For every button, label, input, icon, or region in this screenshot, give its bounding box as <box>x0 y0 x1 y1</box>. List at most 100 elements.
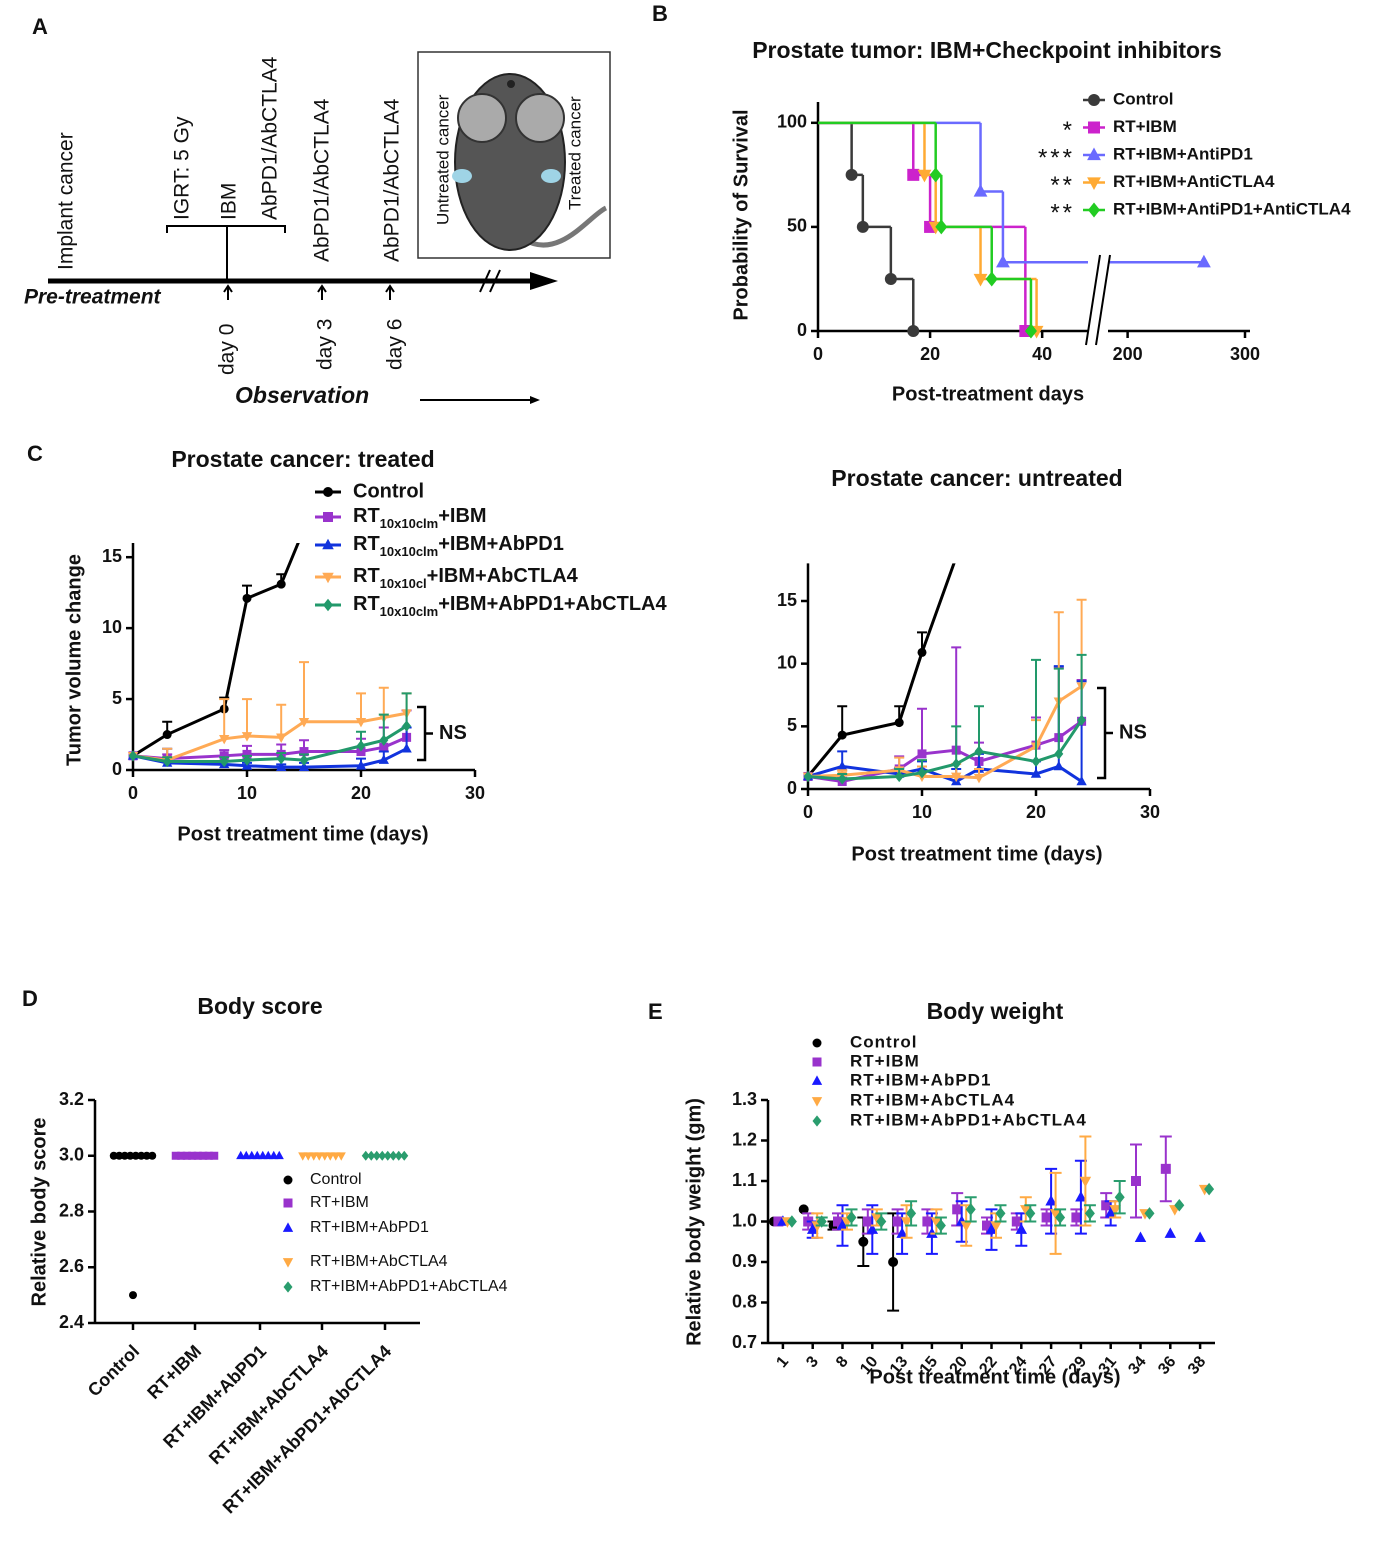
series-line <box>806 563 956 778</box>
legend-marker <box>283 1175 293 1185</box>
marker <box>372 1150 381 1161</box>
significance: * <box>1063 117 1075 144</box>
marker <box>378 754 389 764</box>
significance: ** <box>1050 172 1075 199</box>
legend-marker <box>812 1115 822 1127</box>
marker <box>276 733 287 743</box>
y-tick-label: 50 <box>787 216 807 236</box>
marker <box>1071 1212 1082 1223</box>
marker <box>171 1151 180 1160</box>
marker <box>299 754 309 766</box>
marker <box>896 1227 908 1238</box>
marker <box>894 770 904 783</box>
marker <box>1076 775 1087 786</box>
marker <box>974 745 984 758</box>
marker <box>128 750 138 762</box>
y-tick-label: 1.0 <box>732 1210 757 1230</box>
marker <box>876 1215 887 1228</box>
marker <box>219 751 229 761</box>
marker <box>1144 1207 1155 1220</box>
marker <box>960 1221 972 1232</box>
marker <box>973 273 988 287</box>
x-tick-label: 0 <box>813 344 823 364</box>
marker <box>888 1257 899 1267</box>
significance-label: NS <box>439 722 467 744</box>
marker <box>276 761 287 771</box>
marker <box>1025 1207 1036 1220</box>
legend-label: RT+IBM+AbPD1 <box>850 1070 991 1089</box>
legend-marker <box>323 512 333 522</box>
y-tick-label: 0.8 <box>732 1291 757 1311</box>
x-tick-label: 0 <box>128 783 138 803</box>
legend-label-part: +IBM+AbPD1+AbCTLA4 <box>438 593 667 615</box>
marker <box>276 579 286 589</box>
mouse-ear <box>515 93 565 143</box>
x-axis-label: Post treatment time (days) <box>177 823 428 845</box>
marker <box>1030 768 1042 778</box>
event-label: IBM <box>218 183 241 220</box>
y-tick-label: 1.2 <box>732 1129 757 1149</box>
marker <box>162 730 172 740</box>
y-tick-label: 3.0 <box>59 1145 84 1165</box>
legend-label-part: 10x10cl <box>380 576 427 591</box>
legend-marker <box>283 1198 293 1208</box>
marker <box>862 1216 873 1227</box>
marker <box>803 770 813 783</box>
y-tick-label: 10 <box>102 617 122 637</box>
marker <box>1015 1223 1028 1234</box>
mouse-label: Treated cancer <box>565 96 584 210</box>
marker <box>219 734 230 745</box>
marker <box>965 1203 976 1216</box>
significance: ** <box>1050 199 1075 226</box>
phase-label: Pre-treatment <box>24 286 162 309</box>
marker <box>274 1150 284 1160</box>
legend-label: Control <box>310 1171 362 1188</box>
marker <box>1160 1163 1171 1174</box>
marker <box>1084 1207 1095 1220</box>
legend-label: RT10x10clm+IBM+AbPD1+AbCTLA4 <box>353 593 667 619</box>
marker <box>995 1207 1006 1220</box>
legend-label: Control <box>353 480 424 502</box>
y-tick-label: 15 <box>102 546 122 566</box>
marker <box>219 755 229 768</box>
marker <box>973 184 988 197</box>
chart-title: Body weight <box>927 998 1064 1024</box>
x-tick-label: 10 <box>912 802 932 822</box>
marker <box>356 740 366 752</box>
marker <box>846 1211 857 1224</box>
x-tick-label: 3 <box>803 1353 822 1371</box>
marker <box>1104 1207 1117 1218</box>
legend-marker <box>812 1038 822 1048</box>
y-tick-label: 1.1 <box>732 1170 757 1190</box>
error-bar <box>974 705 984 752</box>
marker <box>1045 1195 1057 1206</box>
marker <box>929 167 942 183</box>
event-label: AbPD1/AbCTLA4 <box>259 56 282 220</box>
axis-break-gap <box>1088 250 1108 345</box>
panel-label: B <box>652 1 668 26</box>
marker <box>300 524 309 533</box>
event-label: Implant cancer <box>55 132 78 270</box>
legend-label-part: +IBM+AbCTLA4 <box>427 565 579 587</box>
y-tick-label: 1.3 <box>732 1089 757 1109</box>
marker <box>866 1223 879 1234</box>
marker <box>389 1150 398 1161</box>
legend-label: RT10x10clm+IBM+AbPD1 <box>353 533 564 559</box>
marker <box>837 730 847 740</box>
error-bar <box>378 686 389 718</box>
y-tick-label: 2.6 <box>59 1256 84 1276</box>
legend-label: RT+IBM+AbPD1 <box>310 1219 429 1236</box>
y-tick-label: 15 <box>777 590 797 610</box>
y-axis-label: Relative body score <box>28 1118 50 1307</box>
significance-bracket <box>417 705 433 762</box>
marker <box>394 1150 403 1161</box>
marker <box>1134 1231 1147 1242</box>
marker <box>1053 760 1064 771</box>
y-tick-label: 0.7 <box>732 1332 757 1352</box>
marker <box>1055 1211 1066 1224</box>
legend-marker <box>322 538 334 550</box>
y-tick-label: 5 <box>112 688 122 708</box>
panel-label: E <box>648 999 663 1024</box>
panel-label: C <box>27 441 43 466</box>
